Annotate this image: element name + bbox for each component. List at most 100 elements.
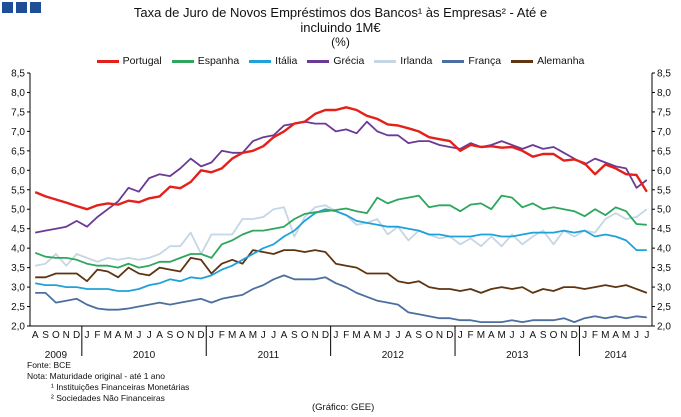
legend-label: Itália (275, 55, 298, 67)
legend-item: Alemanha (511, 55, 584, 67)
y-tick-label-left: 6,5 (11, 146, 25, 157)
month-label: M (124, 330, 132, 341)
month-label: F (94, 330, 100, 341)
month-label: J (333, 330, 338, 341)
chart-legend: Portugal Espanha Itália Grécia Irlanda França… (0, 55, 681, 67)
month-label: S (167, 330, 174, 341)
year-label: 2009 (45, 350, 68, 361)
month-label: M (498, 330, 506, 341)
legend-label: Alemanha (537, 55, 585, 67)
month-label: M (477, 330, 485, 341)
month-label: J (634, 330, 639, 341)
legend-label: Espanha (197, 55, 240, 67)
y-tick-label-left: 2,0 (11, 322, 25, 333)
month-label: J (261, 330, 266, 341)
y-tick-label-left: 4,5 (11, 224, 25, 235)
month-label: J (147, 330, 152, 341)
y-tick-label-right: 5,0 (657, 205, 671, 216)
legend-swatch (96, 59, 119, 63)
month-label: A (488, 330, 495, 341)
legend-label: Irlanda (400, 55, 433, 67)
y-tick-label-left: 5,0 (11, 205, 25, 216)
y-tick-label-right: 8,5 (657, 69, 671, 80)
month-label: J (136, 330, 141, 341)
year-label: 2014 (605, 350, 628, 361)
series-line-alemanha (35, 249, 648, 294)
footnote-1: ¹ Instituições Financeiras Monetárias (51, 382, 190, 392)
y-tick-label-left: 8,5 (11, 69, 25, 80)
month-label: J (520, 330, 525, 341)
month-label: O (176, 330, 184, 341)
y-tick-label-right: 5,5 (657, 185, 671, 196)
chart-notes: Fonte: BCE Nota: Maturidade original - a… (27, 360, 189, 404)
y-tick-label-right: 6,5 (657, 146, 671, 157)
month-label: O (52, 330, 60, 341)
month-label: A (529, 330, 536, 341)
month-label: J (271, 330, 276, 341)
month-label: O (301, 330, 309, 341)
legend-label: Grécia (333, 55, 365, 67)
month-label: A (32, 330, 39, 341)
legend-item: Irlanda (374, 55, 432, 67)
year-label: 2011 (258, 350, 280, 361)
legend-item: Grécia (307, 55, 364, 67)
logo-block (30, 2, 41, 13)
month-label: A (281, 330, 288, 341)
month-label: D (73, 330, 80, 341)
month-label: F (219, 330, 225, 341)
y-tick-label-right: 8,0 (657, 88, 671, 99)
legend-item: Espanha (171, 55, 240, 67)
chart-unit: (%) (331, 35, 350, 49)
y-tick-label-right: 7,5 (657, 107, 671, 118)
source-note: Fonte: BCE (27, 360, 71, 370)
series-line-franca (35, 274, 647, 324)
month-label: O (425, 330, 433, 341)
month-label: J (209, 330, 214, 341)
month-label: J (85, 330, 90, 341)
chart-title: Taxa de Juro de Novos Empréstimos dos Ba… (0, 5, 681, 50)
month-label: A (364, 330, 371, 341)
series-line-irlanda (35, 204, 648, 267)
month-label: N (311, 330, 318, 341)
month-label: M (601, 330, 609, 341)
y-tick-label-left: 7,0 (11, 127, 25, 138)
month-label: D (197, 330, 204, 341)
month-label: S (291, 330, 298, 341)
year-label: 2013 (506, 350, 529, 361)
chart-credit: (Gráfico: GEE) (312, 402, 375, 413)
month-label: M (622, 330, 630, 341)
gee-logo (2, 2, 41, 13)
month-label: J (458, 330, 463, 341)
legend-swatch (374, 59, 397, 63)
y-tick-label-left: 4,0 (11, 244, 25, 255)
month-label: S (540, 330, 547, 341)
chart-title-line2: incluindo 1M€ (300, 20, 381, 35)
y-tick-label-right: 7,0 (657, 127, 671, 138)
year-label: 2010 (133, 350, 156, 361)
month-label: J (396, 330, 401, 341)
month-label: N (560, 330, 567, 341)
month-label: J (385, 330, 390, 341)
series-line-grecia (35, 120, 648, 234)
logo-block (2, 2, 13, 13)
y-tick-label-right: 3,0 (657, 283, 671, 294)
month-label: D (322, 330, 329, 341)
y-tick-label-right: 3,5 (657, 263, 671, 274)
legend-swatch (307, 59, 330, 63)
month-label: F (468, 330, 474, 341)
month-label: M (228, 330, 236, 341)
month-label: J (644, 330, 649, 341)
y-tick-label-right: 4,0 (657, 244, 671, 255)
y-tick-label-left: 3,5 (11, 263, 25, 274)
month-label: O (550, 330, 558, 341)
legend-item: Itália (249, 55, 297, 67)
y-tick-label-right: 4,5 (657, 224, 671, 235)
y-tick-label-left: 6,0 (11, 166, 25, 177)
legend-label: Portugal (122, 55, 162, 67)
y-tick-label-left: 3,0 (11, 283, 25, 294)
month-label: A (115, 330, 122, 341)
y-tick-label-right: 2,5 (657, 302, 671, 313)
month-label: D (446, 330, 453, 341)
y-tick-label-left: 5,5 (11, 185, 25, 196)
footnote-2: ² Sociedades Não Financeiras (51, 393, 165, 403)
